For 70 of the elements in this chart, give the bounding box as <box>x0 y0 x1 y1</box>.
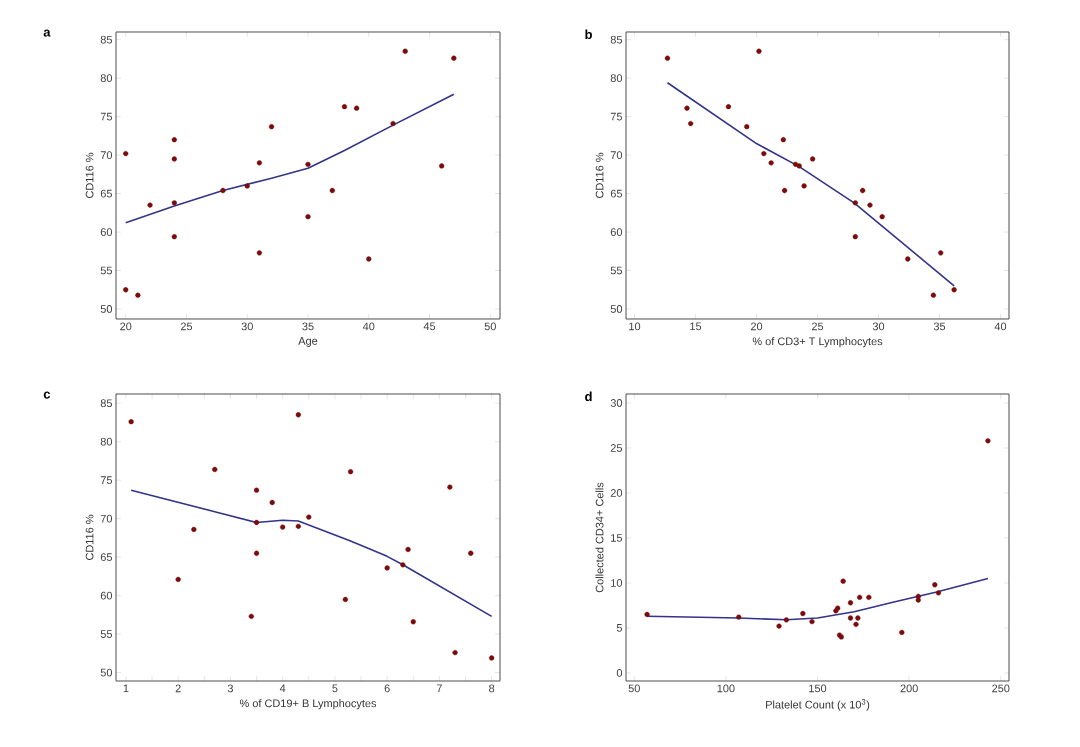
chart-title: d <box>585 391 592 402</box>
y-tick-label: 15 <box>611 534 623 542</box>
chart-title: b <box>585 29 592 40</box>
x-axis-title: Platelet Count (x 10$^{3}$) <box>766 699 870 711</box>
y-tick-label: 50 <box>100 305 113 313</box>
y-tick-label: 85 <box>100 399 113 408</box>
y-tick-label: 60 <box>100 591 113 600</box>
y-tick-label: 5 <box>616 624 623 632</box>
x-tick-label: 25 <box>180 322 193 331</box>
y-tick-label: 10 <box>611 579 623 587</box>
y-tick-label: 80 <box>100 74 113 83</box>
y-tick-label: 65 <box>100 553 113 561</box>
y-tick-label: 75 <box>100 476 113 484</box>
x-tick-label: 3 <box>227 684 233 693</box>
x-axis-title: % of CD3+ T Lymphocytes <box>752 337 883 348</box>
x-tick-label: 1 <box>123 684 129 693</box>
chart-title: c <box>43 391 51 399</box>
y-tick-label: 80 <box>100 437 113 446</box>
y-axis-title: CD116 % <box>595 152 604 198</box>
y-tick-label: 65 <box>100 189 113 198</box>
x-tick-label: 40 <box>994 322 1007 331</box>
y-tick-label: 75 <box>100 112 113 121</box>
y-tick-label: 25 <box>610 444 623 452</box>
y-axis-title: CD116 % <box>85 514 94 560</box>
y-tick-label: 65 <box>610 189 623 198</box>
x-tick-label: 20 <box>120 322 132 331</box>
y-tick-label: 75 <box>610 112 623 121</box>
x-tick-label: 30 <box>872 322 885 331</box>
x-tick-label: 25 <box>811 322 824 331</box>
x-axis-title: % of CD19+ B Lymphocytes <box>239 699 377 710</box>
chart-title: a <box>43 29 51 37</box>
y-tick-label: 50 <box>100 668 113 677</box>
x-tick-label: 10 <box>629 322 641 331</box>
x-tick-label: 150 <box>809 684 827 693</box>
x-tick-label: 7 <box>436 684 442 693</box>
x-tick-label: 30 <box>241 322 253 331</box>
y-tick-label: 55 <box>100 266 113 275</box>
y-tick-label: 30 <box>610 399 623 407</box>
y-tick-label: 20 <box>610 489 623 497</box>
x-tick-label: 35 <box>933 322 946 331</box>
x-tick-label: 45 <box>423 322 436 331</box>
x-axis-title: Age <box>298 337 318 347</box>
y-tick-label: 70 <box>100 514 113 523</box>
y-tick-label: 70 <box>100 151 113 159</box>
y-tick-label: 80 <box>610 74 623 83</box>
x-tick-label: 5 <box>332 684 338 693</box>
y-tick-label: 50 <box>610 305 623 313</box>
y-axis-title: Collected CD34+ Cells <box>595 482 604 593</box>
y-axis-title: CD116 % <box>85 152 94 198</box>
x-tick-label: 6 <box>384 684 390 693</box>
x-tick-label: 4 <box>279 684 286 693</box>
x-tick-label: 15 <box>690 322 702 331</box>
x-tick-label: 8 <box>489 684 495 693</box>
y-tick-label: 85 <box>610 35 623 44</box>
y-tick-label: 60 <box>610 228 623 236</box>
y-tick-label: 55 <box>100 630 113 638</box>
x-tick-label: 250 <box>992 684 1010 693</box>
y-tick-label: 85 <box>100 35 113 44</box>
x-tick-label: 40 <box>362 322 375 331</box>
y-tick-label: 55 <box>610 266 623 275</box>
x-tick-label: 35 <box>302 322 314 331</box>
x-tick-label: 100 <box>717 684 735 693</box>
y-tick-label: 70 <box>610 151 623 159</box>
y-tick-label: 0 <box>616 669 623 677</box>
x-tick-label: 2 <box>175 684 181 693</box>
x-tick-label: 50 <box>484 322 496 331</box>
x-tick-label: 50 <box>628 684 640 693</box>
x-tick-label: 200 <box>900 684 918 693</box>
y-tick-label: 60 <box>100 228 113 236</box>
x-tick-label: 20 <box>750 322 763 331</box>
